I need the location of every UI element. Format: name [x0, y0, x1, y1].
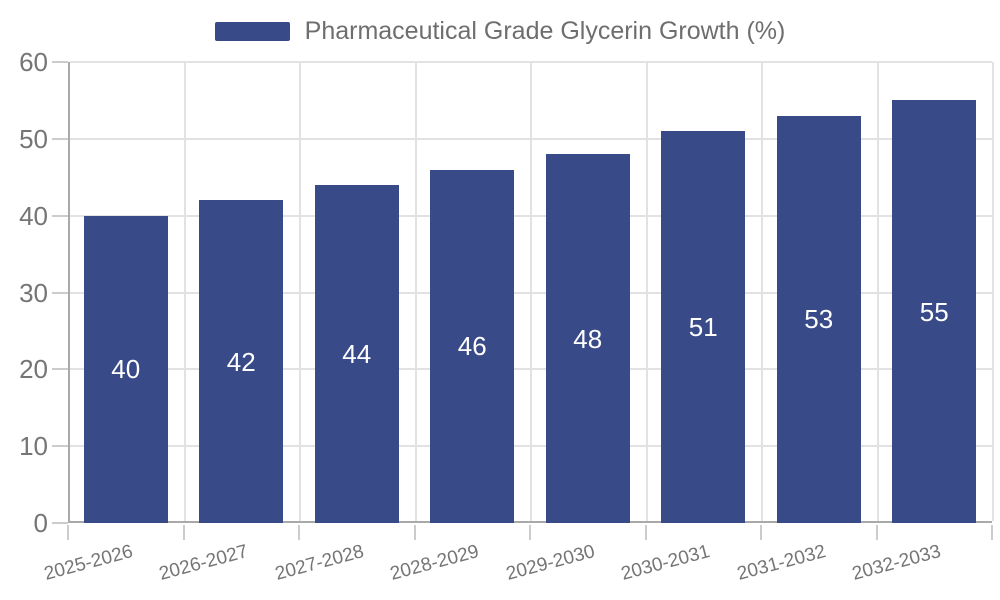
legend-item-glycerin-growth[interactable]: Pharmaceutical Grade Glycerin Growth (%) — [214, 17, 786, 46]
gridline-vertical — [992, 62, 994, 521]
bar-value-label: 53 — [804, 304, 834, 335]
y-axis-tick-label: 50 — [19, 123, 48, 154]
bar-2031-2032[interactable]: 53 — [776, 115, 861, 523]
bar-value-label: 46 — [457, 331, 487, 362]
bar-value-label: 48 — [573, 323, 603, 354]
bar-2025-2026[interactable]: 40 — [83, 215, 168, 523]
y-axis-tick — [52, 291, 68, 294]
y-axis-tick — [52, 368, 68, 371]
y-axis-tick-label: 60 — [19, 47, 48, 77]
gridline-vertical — [761, 62, 763, 521]
y-axis-tick — [52, 214, 68, 217]
bar-2026-2027[interactable]: 42 — [199, 200, 284, 523]
bar-value-label: 55 — [919, 296, 949, 327]
legend-swatch-icon — [214, 22, 290, 42]
x-axis-tick — [991, 525, 993, 540]
y-axis-tick — [52, 522, 68, 524]
bar-value-label: 42 — [226, 346, 256, 377]
x-axis-tick — [529, 525, 531, 540]
gridline-vertical — [299, 62, 301, 521]
plot-area — [68, 61, 994, 523]
gridline-vertical — [645, 62, 648, 521]
bar-value-label: 51 — [688, 312, 718, 343]
y-axis-tick-label: 40 — [19, 200, 48, 231]
x-axis-tick — [298, 525, 300, 540]
x-axis-tick — [182, 525, 185, 540]
x-axis-tick — [644, 525, 647, 540]
y-axis-tick — [52, 137, 68, 140]
y-axis-tick-label: 20 — [19, 354, 48, 385]
bar-value-label: 44 — [342, 338, 372, 369]
y-axis-tick-label: 30 — [19, 277, 48, 308]
x-axis-tick — [760, 525, 762, 540]
bar-2032-2033[interactable]: 55 — [892, 100, 977, 523]
y-axis-tick-label: 10 — [19, 431, 48, 462]
x-axis-tick — [875, 525, 878, 540]
bar-2027-2028[interactable]: 44 — [314, 184, 399, 523]
bar-2030-2031[interactable]: 51 — [661, 131, 746, 523]
y-axis-tick — [52, 61, 68, 63]
gridline-vertical — [183, 62, 186, 521]
gridline-vertical — [876, 62, 879, 521]
bar-2028-2029[interactable]: 46 — [430, 169, 515, 523]
y-axis-tick-label: 0 — [33, 508, 48, 538]
x-axis-tick — [413, 525, 416, 540]
gridline-vertical — [530, 62, 532, 521]
gridline-vertical — [414, 62, 417, 521]
legend-label: Pharmaceutical Grade Glycerin Growth (%) — [304, 17, 786, 45]
chart-legend: Pharmaceutical Grade Glycerin Growth (%) — [0, 17, 1000, 46]
x-axis-tick — [67, 525, 69, 540]
bar-2029-2030[interactable]: 48 — [545, 154, 630, 523]
bar-value-label: 40 — [111, 354, 141, 385]
y-axis-tick — [52, 445, 68, 448]
